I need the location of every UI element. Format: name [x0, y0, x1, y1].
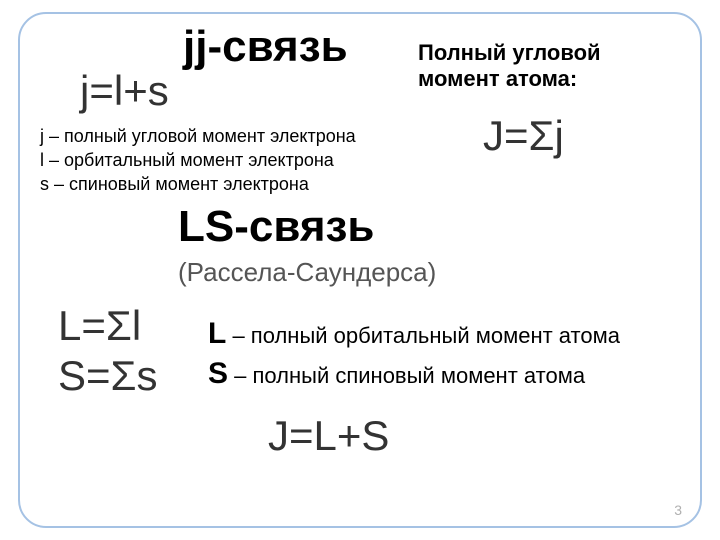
S-description: S – полный спиновый момент атома	[208, 357, 585, 391]
sigma-icon: Σ	[111, 352, 137, 399]
L-prefix: L=	[58, 302, 106, 349]
ls-title: LS-связь	[178, 202, 374, 252]
formula-j-equals-l-plus-s: j=l+s	[80, 67, 169, 115]
L-description: L – полный орбитальный момент атома	[208, 317, 620, 351]
formula-J-equals-L-plus-S: J=L+S	[268, 412, 389, 460]
j-definition: j – полный угловой момент электрона	[40, 126, 356, 147]
slide-number: 3	[674, 502, 682, 518]
atom-title-line1: Полный угловой	[418, 40, 601, 65]
jj-title: jj-связь	[183, 22, 348, 72]
L-suffix: l	[132, 302, 141, 349]
atom-moment-title: Полный угловой момент атома:	[418, 40, 601, 93]
J-suffix: j	[555, 112, 564, 159]
S-symbol: S	[208, 357, 228, 390]
s-definition: s – спиновый момент электрона	[40, 174, 309, 195]
russell-saunders-sub: (Рассела-Саундерса)	[178, 257, 436, 288]
formula-L-sum-l: L=Σl	[58, 302, 141, 350]
l-definition: l – орбитальный момент электрона	[40, 150, 334, 171]
S-suffix: s	[137, 352, 158, 399]
J-prefix: J=	[483, 112, 529, 159]
S-desc-text: – полный спиновый момент атома	[228, 363, 585, 388]
formula-S-sum-s: S=Σs	[58, 352, 158, 400]
L-desc-text: – полный орбитальный момент атома	[226, 323, 620, 348]
formula-J-sum-j: J=Σj	[483, 112, 564, 160]
atom-title-line2: момент атома:	[418, 66, 577, 91]
slide-content: jj-связь j=l+s Полный угловой момент ато…	[18, 12, 702, 528]
L-symbol: L	[208, 317, 226, 350]
sigma-icon: Σ	[106, 302, 132, 349]
S-prefix: S=	[58, 352, 111, 399]
sigma-icon: Σ	[529, 112, 555, 159]
